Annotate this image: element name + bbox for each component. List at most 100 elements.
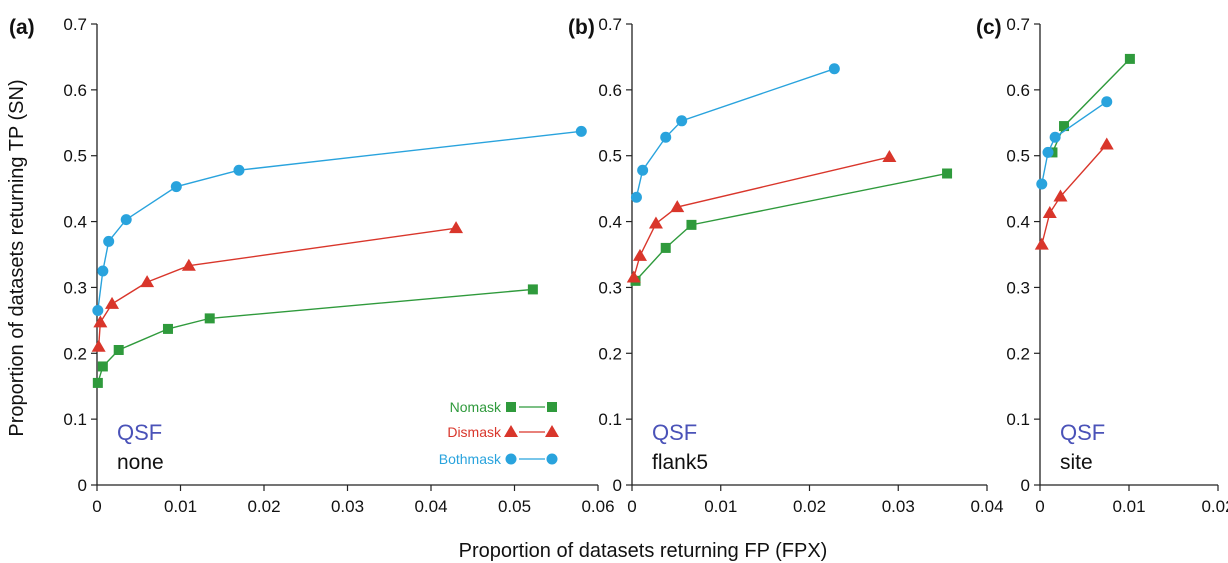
legend-marker-circle — [505, 453, 517, 465]
y-tick-label: 0.4 — [63, 213, 87, 232]
series-line-nomask — [635, 172, 948, 282]
series-nomask — [92, 284, 538, 388]
x-tick-label: 0.01 — [1112, 497, 1145, 516]
data-point-square — [97, 361, 108, 372]
data-point-circle — [630, 191, 642, 203]
data-point-circle — [1036, 178, 1048, 190]
y-tick-label: 0.5 — [63, 147, 87, 166]
x-tick-label: 0.04 — [414, 497, 447, 516]
data-point-circle — [828, 63, 840, 75]
method-label: QSF — [1060, 420, 1105, 445]
data-point-square — [1059, 121, 1070, 132]
legend-marker-square — [547, 402, 557, 412]
x-tick-label: 0 — [627, 497, 636, 516]
legend-label-bothmask: Bothmask — [439, 451, 502, 467]
data-point-circle — [120, 214, 132, 226]
data-point-square — [204, 313, 215, 324]
y-tick-label: 0.1 — [1006, 410, 1030, 429]
data-point-triangle — [181, 258, 196, 271]
data-point-square — [686, 219, 697, 230]
legend-marker-triangle — [504, 425, 518, 437]
data-point-square — [942, 168, 953, 179]
chart-panel-2: 0 0.1 0.2 0.3 0.4 0.5 0.6 0.7 0 0.01 0.02 0.03 0.04 (… — [568, 15, 1004, 516]
series-bothmask — [630, 63, 840, 203]
data-point-square — [113, 344, 124, 355]
y-axis-title: Proportion of datasets returning TP (SN) — [6, 79, 28, 436]
series-line-nomask — [97, 288, 533, 384]
y-tick-label: 0 — [78, 476, 87, 495]
panel-label: (a) — [9, 16, 35, 39]
condition-label: none — [117, 451, 164, 474]
series-line-bothmask — [97, 130, 582, 311]
x-tick-label: 0.01 — [704, 497, 737, 516]
y-tick-label: 0.2 — [1006, 344, 1030, 363]
series-bothmask — [92, 125, 587, 316]
data-point-triangle — [140, 275, 155, 288]
data-point-square — [92, 377, 103, 388]
data-point-triangle — [1042, 206, 1057, 219]
x-tick-label: 0.02 — [1201, 497, 1228, 516]
data-point-triangle — [1034, 237, 1049, 250]
condition-label: flank5 — [652, 451, 708, 474]
data-point-circle — [575, 125, 587, 137]
y-tick-label: 0.4 — [598, 213, 622, 232]
y-tick-label: 0.6 — [63, 81, 87, 100]
data-point-triangle — [449, 221, 464, 234]
series-dismask — [1034, 137, 1114, 250]
data-point-circle — [1042, 146, 1054, 158]
y-tick-label: 0.2 — [63, 344, 87, 363]
x-tick-label: 0.03 — [331, 497, 364, 516]
series-bothmask — [1036, 96, 1113, 190]
series-line-nomask — [1051, 58, 1131, 153]
chart-panel-1: 0 0.1 0.2 0.3 0.4 0.5 0.6 0.7 0 0.01 0.02 0.03 0.04 0… — [9, 15, 615, 516]
y-tick-label: 0.3 — [1006, 278, 1030, 297]
data-point-circle — [170, 181, 182, 193]
data-point-circle — [637, 164, 649, 176]
chart-panels: 0 0.1 0.2 0.3 0.4 0.5 0.6 0.7 0 0.01 0.02 0.03 0.04 0… — [9, 15, 1228, 516]
series-dismask — [626, 150, 897, 283]
series-nomask — [1047, 53, 1135, 158]
y-tick-label: 0.5 — [1006, 147, 1030, 166]
method-label: QSF — [117, 420, 162, 445]
method-label: QSF — [652, 420, 697, 445]
x-tick-label: 0.01 — [164, 497, 197, 516]
x-tick-label: 0.02 — [793, 497, 826, 516]
y-tick-label: 0.6 — [1006, 81, 1030, 100]
y-tick-label: 0.3 — [63, 278, 87, 297]
x-tick-label: 0.03 — [882, 497, 915, 516]
x-tick-label: 0.05 — [498, 497, 531, 516]
legend-label-nomask: Nomask — [450, 399, 502, 415]
data-point-triangle — [632, 248, 647, 261]
data-point-square — [527, 284, 538, 295]
data-point-square — [660, 242, 671, 253]
x-tick-label: 0.04 — [970, 497, 1003, 516]
legend-marker-square — [506, 402, 516, 412]
data-point-circle — [103, 235, 115, 247]
data-point-triangle — [1099, 137, 1114, 150]
data-point-circle — [92, 304, 104, 316]
panel-label: (c) — [976, 16, 1002, 39]
data-point-circle — [97, 265, 109, 277]
data-point-circle — [233, 164, 245, 176]
data-point-triangle — [93, 315, 108, 328]
y-tick-label: 0.5 — [598, 147, 622, 166]
series-line-bothmask — [1041, 101, 1108, 185]
condition-label: site — [1060, 451, 1093, 474]
y-tick-label: 0.4 — [1006, 213, 1030, 232]
series-nomask — [630, 168, 953, 286]
data-point-triangle — [882, 150, 897, 163]
data-point-square — [1124, 53, 1135, 64]
data-point-circle — [660, 131, 672, 143]
series-line-dismask — [1041, 144, 1108, 245]
data-point-circle — [1101, 96, 1113, 108]
legend-label-dismask: Dismask — [447, 424, 502, 440]
data-point-triangle — [1053, 189, 1068, 202]
y-tick-label: 0.3 — [598, 278, 622, 297]
data-point-circle — [1049, 131, 1061, 143]
data-point-triangle — [105, 296, 120, 309]
y-tick-label: 0 — [613, 476, 622, 495]
y-tick-label: 0.7 — [63, 15, 87, 34]
series-line-dismask — [633, 156, 890, 278]
y-tick-label: 0.1 — [63, 410, 87, 429]
